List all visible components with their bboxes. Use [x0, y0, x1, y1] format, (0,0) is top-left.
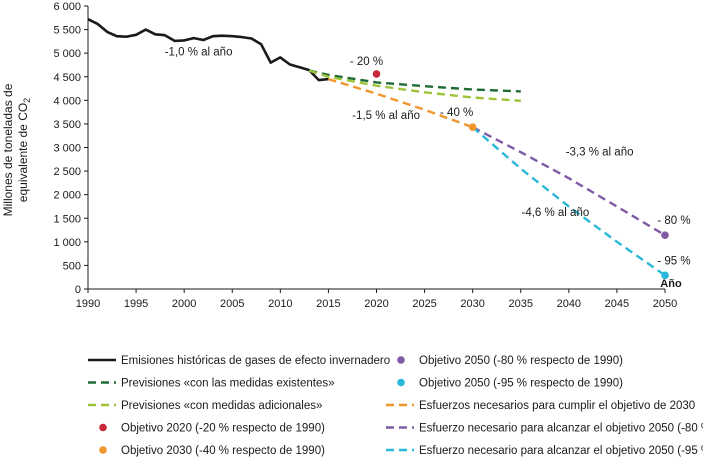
legend-swatch-dot	[397, 356, 405, 364]
rate-annotation: -1,0 % al año	[165, 47, 233, 59]
legend-label: Objetivo 2050 (-80 % respecto de 1990)	[419, 355, 623, 367]
y-tick-label: 6 000	[53, 1, 81, 13]
series-line	[308, 69, 521, 102]
legend-label: Objetivo 2030 (-40 % respecto de 1990)	[121, 445, 325, 457]
axes: 0 500 1 000 1 500 2 000 2 500 3 000 3 500 4 000 4…	[53, 1, 681, 310]
y-tick-label: 4 500	[53, 72, 81, 84]
x-tick-label: 1995	[124, 298, 148, 310]
target-marker	[661, 231, 669, 240]
target-marker-label: - 20 %	[350, 56, 383, 68]
rate-annotation: -4,6 % al año	[521, 207, 589, 219]
x-tick-label: 2030	[460, 298, 484, 310]
target-marker	[661, 271, 669, 280]
legend-item: Objetivo 2050 (-80 % respecto de 1990)	[397, 355, 623, 367]
target-marker	[372, 70, 381, 78]
x-tick-label: 2035	[509, 298, 533, 310]
series-line	[472, 126, 666, 237]
y-tick-label: 2 500	[53, 166, 81, 178]
rate-annotation: -3,3 % al año	[566, 147, 634, 159]
y-tick-label: 3 500	[53, 119, 81, 131]
target-marker	[468, 123, 477, 132]
x-tick-label: 2020	[364, 298, 388, 310]
series-line	[471, 126, 666, 277]
x-axis-title: Año	[660, 278, 682, 290]
legend-item: Objetivo 2020 (-20 % respecto de 1990)	[99, 423, 325, 435]
y-tick-label: 1 000	[53, 237, 81, 249]
legend: Emisiones históricas de gases de efecto …	[88, 355, 703, 457]
legend-item: Objetivo 2050 (-95 % respecto de 1990)	[397, 378, 623, 390]
x-tick-label: 2000	[172, 298, 196, 310]
x-tick-label: 2040	[557, 298, 581, 310]
x-tick-label: 2045	[605, 298, 629, 310]
x-tick-label: 2015	[316, 298, 340, 310]
x-tick-label: 2005	[220, 298, 244, 310]
legend-label: Objetivo 2020 (-20 % respecto de 1990)	[121, 423, 325, 435]
y-tick-label: 5 500	[53, 25, 81, 37]
series-layer	[87, 18, 666, 277]
y-axis-title-line2-main: equivalente de CO	[16, 103, 30, 202]
y-axis-title-subscript: 2	[22, 98, 32, 103]
y-tick-label: 3 000	[53, 143, 81, 155]
legend-item: Emisiones históricas de gases de efecto …	[88, 355, 390, 367]
x-tick-label: 2050	[653, 298, 677, 310]
markers-layer: - 20 % - 40 % - 80 % - 95 %	[350, 56, 691, 280]
target-marker-label: - 80 %	[657, 215, 690, 227]
legend-label: Previsiones «con las medidas existentes»	[121, 378, 335, 390]
legend-item: Objetivo 2030 (-40 % respecto de 1990)	[99, 445, 325, 457]
y-tick-label: 500	[63, 260, 81, 272]
y-tick-label: 4 000	[53, 95, 81, 107]
legend-item: Previsiones «con las medidas existentes»	[88, 378, 335, 390]
legend-item: Esfuerzos necesarios para cumplir el obj…	[386, 400, 695, 412]
legend-swatch-dot	[99, 423, 107, 432]
legend-item: Previsiones «con medidas adicionales»	[88, 400, 322, 412]
legend-swatch-dot	[397, 378, 405, 387]
x-tick-label: 2025	[412, 298, 436, 310]
y-tick-label: 1 500	[53, 213, 81, 225]
y-tick-label: 2 000	[53, 190, 81, 202]
y-axis-title: Millones de toneladas de equivalente de …	[1, 83, 32, 216]
legend-item: Esfuerzo necesario para alcanzar el obje…	[386, 423, 703, 435]
x-tick-label: 2010	[268, 298, 292, 310]
target-marker-label: - 95 %	[657, 255, 690, 267]
legend-label: Esfuerzos necesarios para cumplir el obj…	[419, 400, 695, 412]
legend-swatch-dot	[99, 446, 107, 454]
series-line	[87, 18, 329, 82]
annotations-layer: -1,0 % al año -1,5 % al año -3,3 % al año -…	[165, 47, 634, 219]
rate-annotation: -1,5 % al año	[352, 110, 420, 122]
target-marker-label: - 40 %	[440, 107, 473, 119]
y-axis-title-line1: Millones de toneladas de	[1, 83, 15, 216]
legend-label: Previsiones «con medidas adicionales»	[121, 400, 322, 412]
y-tick-label: 0	[75, 284, 81, 296]
y-tick-label: 5 000	[53, 48, 81, 60]
legend-label: Emisiones históricas de gases de efecto …	[121, 355, 390, 367]
series-line	[308, 69, 521, 93]
legend-item: Esfuerzo necesario para alcanzar el obje…	[386, 445, 703, 457]
y-axis-title-line2: equivalente de CO2	[16, 98, 32, 202]
legend-label: Objetivo 2050 (-95 % respecto de 1990)	[419, 378, 623, 390]
legend-label: Esfuerzo necesario para alcanzar el obje…	[419, 423, 703, 435]
x-tick-label: 1990	[76, 298, 100, 310]
legend-label: Esfuerzo necesario para alcanzar el obje…	[419, 445, 703, 457]
